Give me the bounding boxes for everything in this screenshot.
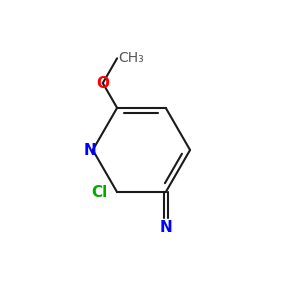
Text: N: N — [83, 142, 96, 158]
Text: Cl: Cl — [91, 184, 107, 200]
Text: O: O — [96, 76, 109, 91]
Text: N: N — [159, 220, 172, 236]
Text: CH₃: CH₃ — [118, 51, 144, 65]
